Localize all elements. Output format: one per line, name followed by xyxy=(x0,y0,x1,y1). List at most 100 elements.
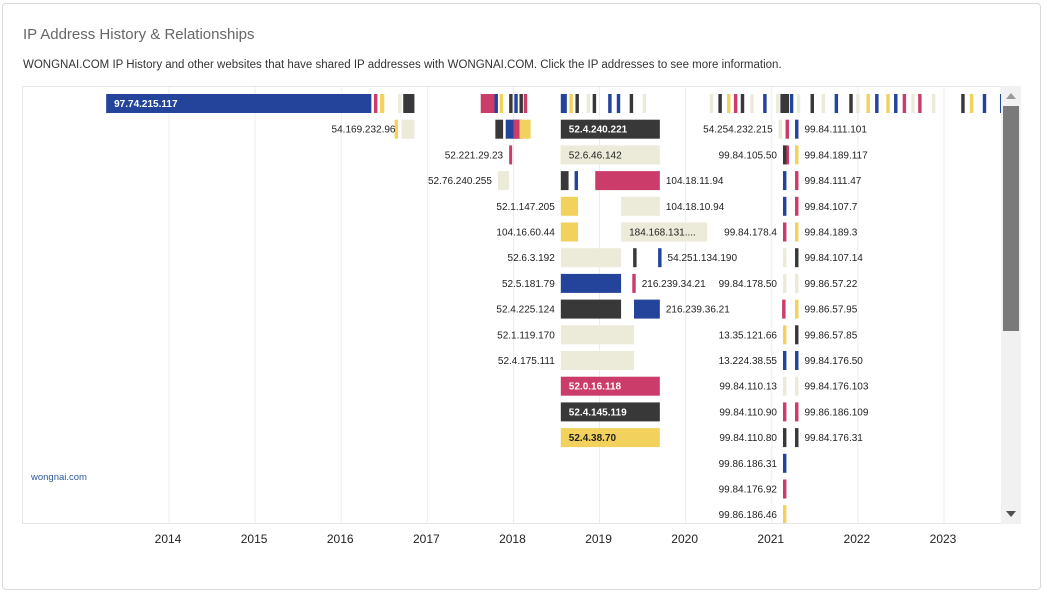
ip-range-bar[interactable] xyxy=(782,453,787,473)
ip-range-bar[interactable] xyxy=(795,196,799,216)
ip-range-label[interactable]: 99.84.111.101 xyxy=(804,125,867,136)
ip-mark-58[interactable] xyxy=(782,171,787,191)
ip-range-bar[interactable] xyxy=(782,351,787,370)
ip-range-bar[interactable] xyxy=(782,145,787,165)
ip-mark-48[interactable] xyxy=(394,119,399,139)
ip-mark-27[interactable] xyxy=(776,94,780,113)
ip-mark-29[interactable] xyxy=(789,94,794,113)
ip-mark-43[interactable] xyxy=(931,94,936,113)
ip-range-label[interactable]: 52.4.225.124 xyxy=(496,305,555,316)
ip-range-bar[interactable] xyxy=(560,376,660,396)
ip-range-label[interactable]: 99.84.105.50 xyxy=(719,150,778,161)
ip-range-label[interactable]: 52.6.46.142 xyxy=(569,150,622,161)
ip-range-bar[interactable] xyxy=(634,299,660,319)
ip-range-label[interactable]: 99.84.111.47 xyxy=(804,176,861,187)
ip-range-bar[interactable] xyxy=(782,402,787,422)
ip-mark-59[interactable] xyxy=(782,196,787,216)
ip-mark-53[interactable] xyxy=(785,119,789,139)
ip-mark-25[interactable] xyxy=(750,94,754,113)
ip-mark-61[interactable] xyxy=(782,248,787,268)
ip-range-bar[interactable] xyxy=(658,248,662,268)
ip-range-bar[interactable] xyxy=(497,171,510,191)
ip-range-label[interactable]: 104.18.11.94 xyxy=(666,176,724,187)
ip-range-label[interactable]: 54.169.232.96 xyxy=(332,125,396,136)
ip-range-label[interactable]: 99.84.176.92 xyxy=(719,485,778,496)
ip-range-bar[interactable] xyxy=(795,248,799,268)
ip-range-bar[interactable] xyxy=(632,273,636,293)
ip-range-bar[interactable] xyxy=(778,119,783,139)
ip-range-label[interactable]: 52.5.181.79 xyxy=(502,279,555,290)
ip-mark-32[interactable] xyxy=(821,94,826,113)
ip-range-label[interactable]: 99.84.189.3 xyxy=(804,228,857,239)
ip-range-label[interactable]: 104.16.60.44 xyxy=(496,228,555,239)
ip-mark-13[interactable] xyxy=(575,94,579,113)
ip-range-label[interactable]: 99.84.178.4 xyxy=(724,228,777,239)
ip-mark-30[interactable] xyxy=(796,94,801,113)
ip-range-label[interactable]: 99.84.107.7 xyxy=(804,202,857,213)
ip-range-label[interactable]: 99.86.186.109 xyxy=(804,407,868,418)
ip-range-label[interactable]: 99.86.57.95 xyxy=(804,305,857,316)
ip-mark-35[interactable] xyxy=(856,94,860,113)
ip-mark-34[interactable] xyxy=(849,94,853,113)
ip-range-bar[interactable] xyxy=(560,402,660,422)
ip-mark-36[interactable] xyxy=(866,94,870,113)
ip-range-label[interactable]: 13.224.38.55 xyxy=(719,356,778,367)
ip-range-label[interactable]: 52.221.29.23 xyxy=(445,150,504,161)
ip-range-label[interactable]: 52.4.240.221 xyxy=(569,125,628,136)
ip-mark-0[interactable] xyxy=(373,94,378,113)
ip-range-bar[interactable] xyxy=(560,119,660,139)
vertical-scrollbar[interactable] xyxy=(1001,86,1021,524)
ip-range-bar[interactable] xyxy=(795,145,799,165)
ip-mark-40[interactable] xyxy=(902,94,907,113)
ip-mark-26[interactable] xyxy=(763,94,767,113)
ip-range-bar[interactable] xyxy=(560,325,634,345)
domain-link[interactable]: wongnai.com xyxy=(31,472,87,483)
ip-mark-55[interactable] xyxy=(785,145,789,165)
ip-range-label[interactable]: 52.0.16.118 xyxy=(569,382,622,393)
ip-range-bar[interactable] xyxy=(795,119,799,139)
ip-range-label[interactable]: 52.6.3.192 xyxy=(508,253,556,264)
ip-range-label[interactable]: 99.86.57.85 xyxy=(804,330,857,341)
ip-range-bar[interactable] xyxy=(795,273,799,293)
ip-range-bar[interactable] xyxy=(795,171,799,191)
ip-mark-46[interactable] xyxy=(982,94,987,113)
ip-mark-9[interactable] xyxy=(519,94,523,113)
ip-range-label[interactable]: 52.4.145.119 xyxy=(569,407,627,418)
ip-mark-5[interactable] xyxy=(494,94,498,113)
ip-range-bar[interactable] xyxy=(560,248,622,268)
ip-mark-33[interactable] xyxy=(834,94,839,113)
ip-range-label[interactable]: 99.84.176.103 xyxy=(804,382,868,393)
ip-mark-39[interactable] xyxy=(894,94,898,113)
ip-mark-41[interactable] xyxy=(911,94,915,113)
scroll-up-arrow-icon[interactable] xyxy=(1006,93,1016,99)
ip-mark-6[interactable] xyxy=(499,94,504,113)
ip-mark-51[interactable] xyxy=(513,119,520,139)
ip-mark-14[interactable] xyxy=(586,94,591,113)
ip-mark-42[interactable] xyxy=(918,94,922,113)
ip-range-bar[interactable] xyxy=(509,145,513,165)
ip-range-label[interactable]: 216.239.34.21 xyxy=(642,279,706,290)
ip-range-label[interactable]: 99.84.110.90 xyxy=(719,407,777,418)
ip-mark-12[interactable] xyxy=(569,94,573,113)
ip-range-bar[interactable] xyxy=(795,222,799,242)
ip-mark-19[interactable] xyxy=(642,94,647,113)
ip-mark-57[interactable] xyxy=(574,171,579,191)
ip-range-bar[interactable] xyxy=(595,171,660,191)
ip-range-label[interactable]: 99.84.107.14 xyxy=(804,253,863,264)
ip-range-bar[interactable] xyxy=(795,428,799,448)
ip-mark-22[interactable] xyxy=(727,94,731,113)
ip-range-bar[interactable] xyxy=(621,222,708,242)
ip-range-label[interactable]: 216.239.36.21 xyxy=(666,305,730,316)
ip-mark-1[interactable] xyxy=(379,94,385,113)
ip-mark-21[interactable] xyxy=(718,94,722,113)
scroll-down-arrow-icon[interactable] xyxy=(1006,511,1016,517)
ip-range-bar[interactable] xyxy=(782,325,787,345)
ip-range-label[interactable]: 52.1.147.205 xyxy=(496,202,555,213)
ip-mark-49[interactable] xyxy=(495,119,504,139)
ip-range-bar[interactable] xyxy=(106,94,372,113)
ip-range-bar[interactable] xyxy=(560,273,622,293)
ip-range-label[interactable]: 52.76.240.255 xyxy=(428,176,492,187)
ip-mark-16[interactable] xyxy=(608,94,612,113)
ip-range-bar[interactable] xyxy=(560,351,634,370)
ip-mark-11[interactable] xyxy=(560,94,567,113)
